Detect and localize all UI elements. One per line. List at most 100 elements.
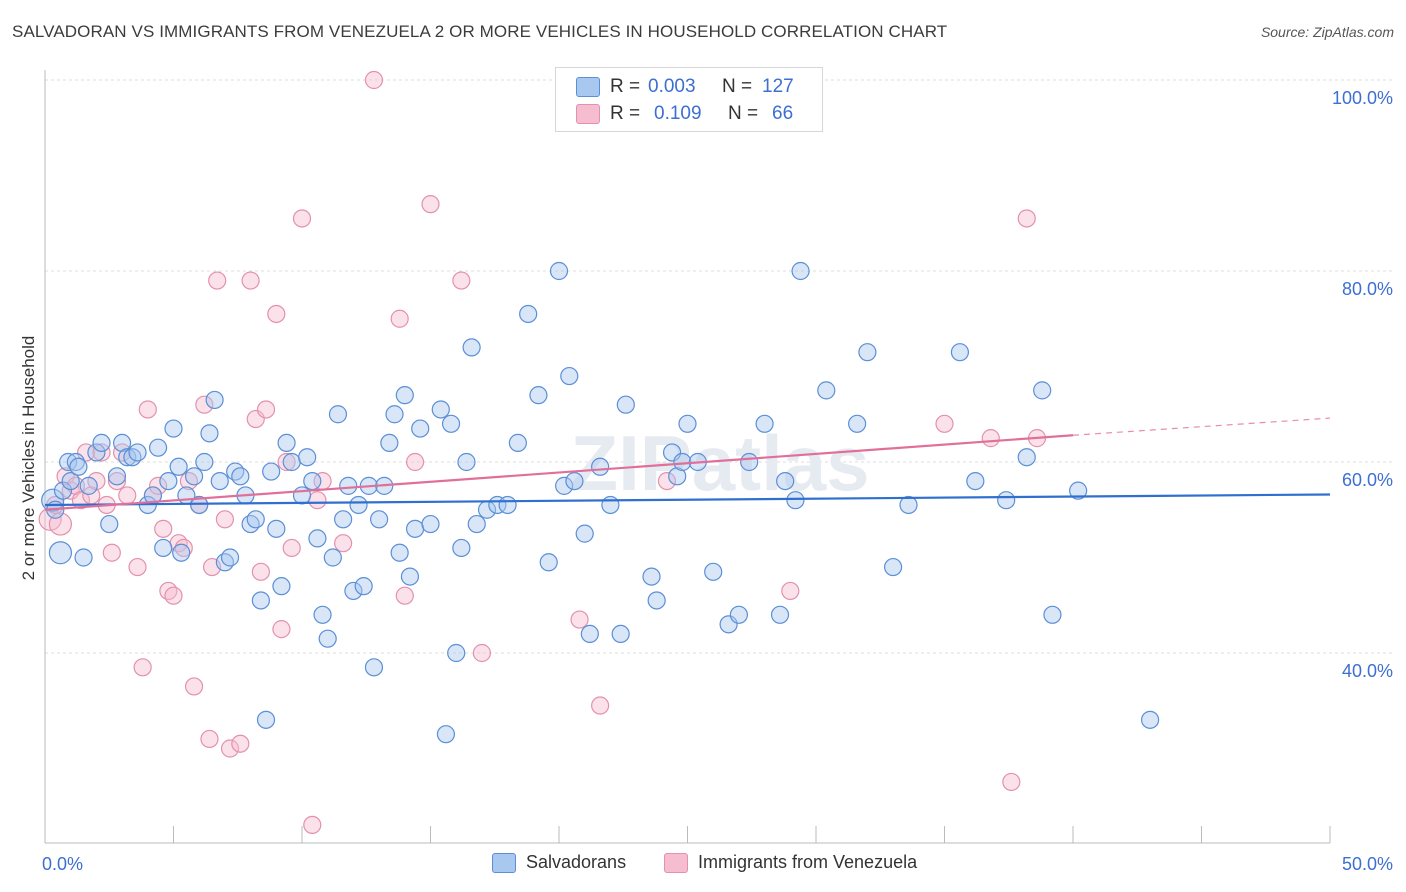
salvadorans-point: [678, 414, 697, 433]
salvadorans-point: [210, 472, 229, 491]
venezuela-point: [92, 443, 111, 462]
venezuela-point: [148, 476, 168, 495]
salvadorans-point: [452, 538, 471, 558]
y-tick-labels: 40.0% 60.0% 80.0% 100.0%: [1332, 88, 1393, 681]
y-tick-label: 100.0%: [1332, 88, 1393, 108]
salvadorans-point: [457, 452, 476, 472]
venezuela-point: [267, 304, 286, 324]
trend-lines: [44, 417, 1331, 511]
salvadorans-point: [883, 557, 903, 577]
salvadorans-point: [1017, 448, 1036, 467]
salvadorans-point: [339, 476, 358, 495]
salvadorans-point: [251, 591, 270, 610]
venezuela-legend-swatch: [664, 852, 688, 873]
salvadorans-point: [549, 261, 569, 281]
venezuela-point: [292, 209, 312, 228]
venezuela-point: [184, 677, 204, 696]
salvadorans-point: [400, 567, 420, 586]
salvadorans-point: [467, 514, 486, 534]
salvadorans-point: [776, 472, 795, 491]
legend-label-venezuela: Immigrants from Venezuela: [698, 852, 918, 872]
r-label: R =: [610, 76, 641, 97]
salvadorans-point: [277, 433, 296, 452]
salvadorans-point: [616, 395, 635, 414]
salvadorans-point: [1140, 710, 1160, 729]
venezuela-point: [364, 70, 384, 90]
salvadorans-point: [529, 386, 548, 405]
y-tick-label: 40.0%: [1342, 661, 1393, 681]
salvadorans-point: [560, 366, 579, 386]
salvadorans-point: [519, 304, 538, 324]
salvadorans-point: [169, 457, 188, 476]
salvadorans-point: [190, 495, 209, 515]
salvadorans-point: [950, 343, 970, 362]
bottom-legend: Salvadorans Immigrants from Venezuela: [0, 852, 1406, 876]
salvadorans-point: [48, 541, 73, 565]
salvadorans-point: [601, 495, 620, 515]
salvadorans-point: [858, 343, 877, 362]
salvadorans-point: [164, 419, 183, 438]
venezuela-swatch: [576, 104, 600, 124]
source-label: Source: ZipAtlas.com: [1260, 24, 1394, 40]
salvadorans-point: [272, 577, 291, 596]
salvadorans-point: [59, 452, 78, 472]
salvadorans-point: [87, 443, 106, 462]
legend-item-salvadorans[interactable]: Salvadorans: [492, 852, 626, 873]
salvadorans-point: [334, 510, 353, 529]
salvadorans-point: [195, 452, 214, 472]
stats-legend: R = 0.003 N = 127 R = 0.109 N = 66: [555, 67, 823, 132]
salvadorans-point: [308, 529, 327, 548]
x-tick-label: 50.0%: [1342, 854, 1393, 874]
salvadorans-point: [159, 472, 178, 491]
venezuela-point: [231, 734, 250, 753]
series-salvadorans-points: [41, 261, 1160, 744]
salvadorans-point: [673, 452, 692, 472]
salvadorans-point: [100, 514, 119, 534]
stats-row-salvadorans: R = 0.003 N = 127: [576, 76, 794, 98]
salvadorans-point: [231, 467, 250, 486]
salvadorans-point: [364, 658, 384, 677]
venezuela-point: [421, 195, 440, 214]
salvadorans-point: [405, 519, 425, 538]
salvadorans-point: [791, 261, 810, 281]
salvadorans-point: [390, 543, 409, 562]
y-tick-label: 80.0%: [1342, 279, 1393, 299]
salvadorans-point: [267, 519, 286, 538]
venezuela-point: [138, 400, 157, 419]
r-value-venezuela: 0.109: [654, 103, 702, 124]
x-tick-labels: 0.0% 50.0%: [42, 854, 1393, 874]
salvadorans-point: [328, 405, 348, 424]
salvadorans-point: [323, 548, 342, 567]
legend-item-venezuela[interactable]: Immigrants from Venezuela: [664, 852, 917, 873]
salvadorans-point: [118, 448, 137, 467]
watermark: ZIPatlas: [570, 419, 869, 507]
salvadorans-point: [1043, 605, 1062, 624]
salvadorans-point: [1069, 481, 1088, 500]
salvadorans-point: [755, 414, 774, 433]
venezuela-point: [272, 620, 291, 639]
venezuela-point: [282, 538, 301, 558]
venezuela-point: [781, 581, 800, 601]
salvadorans-point: [256, 710, 276, 729]
salvadorans-point: [61, 472, 80, 491]
salvadorans-swatch: [576, 77, 600, 97]
salvadorans-point: [370, 510, 389, 529]
legend-label-salvadorans: Salvadorans: [526, 852, 627, 872]
venezuela-point: [570, 610, 589, 629]
r-label: R =: [610, 103, 641, 124]
salvadorans-point: [172, 543, 191, 562]
venezuela-point: [220, 739, 240, 758]
salvadorans-point: [647, 591, 666, 610]
salvadorans-point: [128, 443, 147, 462]
gridlines: [45, 79, 1392, 654]
salvadorans-point: [431, 400, 450, 419]
n-value-venezuela: 66: [772, 103, 794, 124]
salvadorans-point: [565, 472, 584, 491]
salvadorans-point: [770, 605, 790, 624]
venezuela-point: [935, 414, 954, 433]
axes: [44, 70, 1331, 844]
salvadorans-point: [539, 553, 558, 572]
venezuela-point: [174, 538, 193, 558]
venezuela-point: [472, 643, 491, 663]
y-axis-label: 2 or more Vehicles in Household: [19, 336, 38, 581]
